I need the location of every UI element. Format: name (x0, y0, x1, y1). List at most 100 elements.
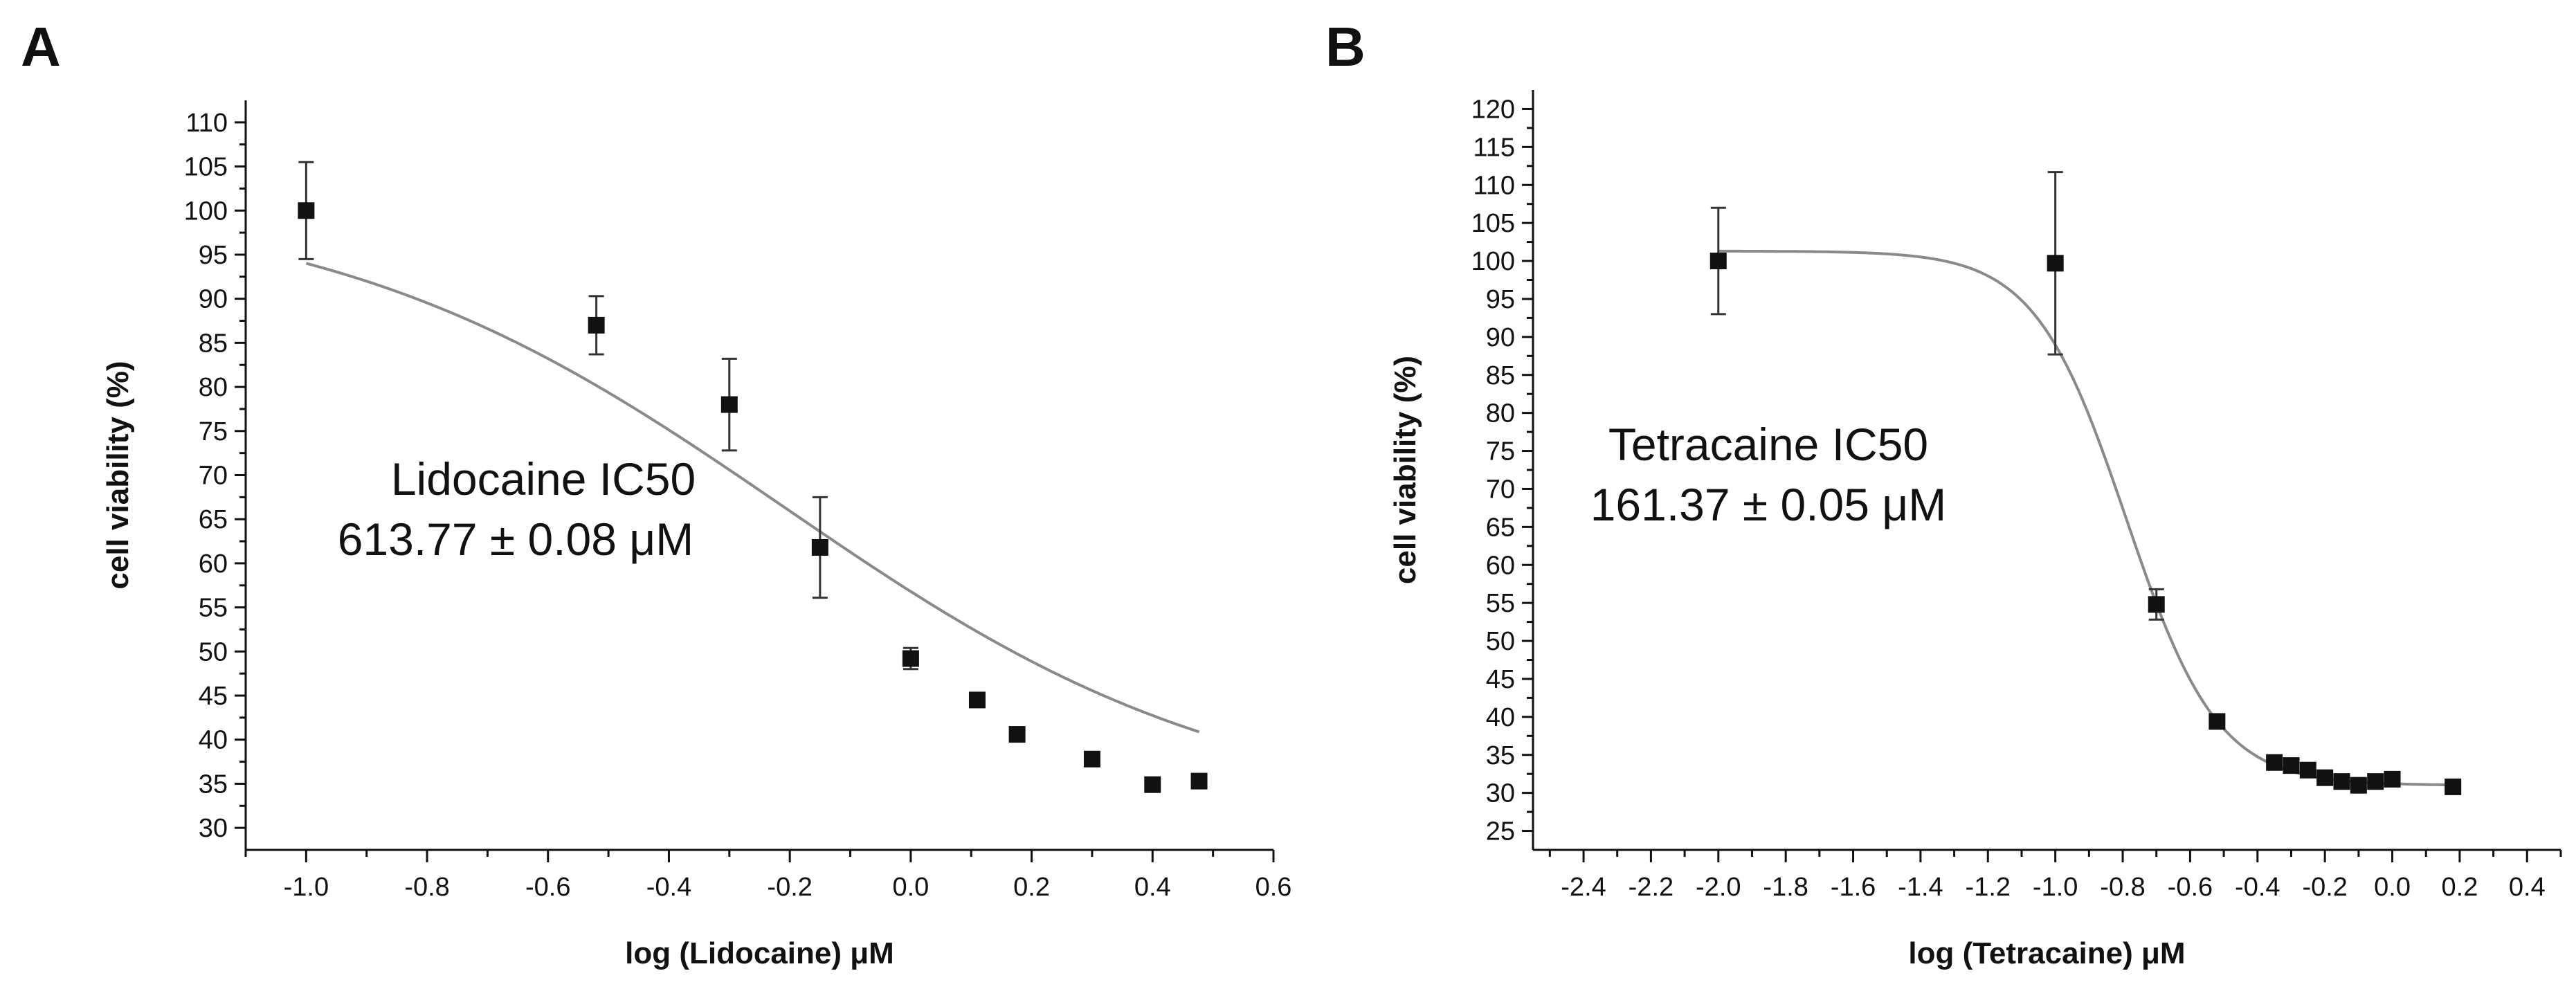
y-tick-label: 30 (1486, 779, 1515, 808)
y-tick-label: 25 (1486, 817, 1515, 846)
y-tick-label: 60 (199, 550, 228, 579)
y-tick-label: 80 (199, 373, 228, 402)
data-point (2283, 757, 2300, 774)
square-marker (298, 202, 315, 219)
panel-b-annotation-line-2: 161.37 ± 0.05 μM (1590, 479, 1947, 530)
panel-b-chart: B 25 30 35 40 45 50 55 60 65 70 75 80 85 90 95 100 105 11… (1325, 16, 2562, 970)
panel-a-chart: A 3035404550556065707580859095100105110 … (21, 16, 1291, 970)
panel-b-x-ticks: -2.4 -2.2 -2.0 -1.8 -1.6 -1.4 -1.2 -1.0 -0.8 -0.6… (1548, 850, 2562, 902)
square-marker (2266, 754, 2283, 771)
data-point (1144, 776, 1161, 793)
square-marker (2384, 770, 2401, 788)
data-point (2208, 713, 2226, 730)
y-tick-label: 70 (1486, 475, 1515, 504)
panel-a-annotation-line-2: 613.77 ± 0.08 μM (338, 514, 694, 565)
x-tick-label: 0.2 (1013, 873, 1050, 902)
x-tick-label: -2.2 (1629, 873, 1674, 902)
panel-a-x-axis-title: log (Lidocaine) μM (625, 936, 894, 970)
y-tick-label: 120 (1471, 95, 1515, 124)
x-tick-label: -1.4 (1898, 873, 1943, 902)
y-tick-label: 105 (184, 153, 228, 182)
x-tick-label: -2.4 (1561, 873, 1606, 902)
square-marker (2047, 255, 2064, 272)
x-tick-label: -1.0 (2033, 873, 2078, 902)
data-point (1083, 750, 1100, 768)
x-tick-label: 0.0 (2374, 873, 2411, 902)
y-tick-label: 90 (1486, 323, 1515, 352)
y-tick-label: 75 (199, 417, 228, 446)
data-point (1008, 726, 1026, 743)
y-tick-label: 95 (199, 241, 228, 270)
x-tick-label: 0.0 (892, 873, 929, 902)
y-tick-label: 90 (199, 285, 228, 314)
x-tick-label: 0.6 (1255, 873, 1292, 902)
y-tick-label: 45 (199, 682, 228, 711)
panel-b-x-axis-title: log (Tetracaine) μM (1908, 936, 2185, 970)
square-marker (1190, 772, 1208, 790)
square-marker (2445, 778, 2462, 795)
x-tick-label: -1.0 (284, 873, 329, 902)
x-tick-label: -2.0 (1696, 873, 1741, 902)
y-tick-label: 30 (199, 814, 228, 843)
data-point (2047, 171, 2064, 356)
panel-a-annotation-line-1: Lidocaine IC50 (391, 453, 696, 505)
square-marker (2208, 713, 2226, 730)
y-tick-label: 85 (1486, 361, 1515, 390)
y-tick-label: 55 (199, 594, 228, 623)
data-point (2384, 770, 2401, 788)
y-tick-label: 50 (1486, 627, 1515, 656)
data-point (811, 496, 828, 599)
panel-b-data-points (1709, 171, 2462, 795)
x-tick-label: -0.4 (646, 873, 691, 902)
x-tick-label: -0.2 (2302, 873, 2347, 902)
data-point (902, 646, 919, 671)
data-point (2333, 773, 2350, 790)
data-point (2367, 773, 2384, 790)
data-point (2316, 769, 2334, 786)
x-tick-label: -0.6 (2168, 873, 2213, 902)
y-tick-label: 40 (199, 726, 228, 755)
x-tick-label: 0.2 (2442, 873, 2478, 902)
square-marker (2333, 773, 2350, 790)
square-marker (2367, 773, 2384, 790)
y-tick-label: 110 (1473, 171, 1515, 200)
data-point (968, 691, 986, 709)
x-tick-label: -1.6 (1831, 873, 1876, 902)
square-marker (811, 538, 828, 556)
y-tick-label: 100 (1471, 247, 1515, 276)
panel-b-annotation-line-1: Tetracaine IC50 (1608, 419, 1928, 470)
panel-b-y-ticks: 25 30 35 40 45 50 55 60 65 70 75 80 85 90 95 100 105 110 1… (1471, 95, 1533, 846)
square-marker (902, 650, 919, 667)
panel-a-y-axis-title: cell viability (%) (101, 361, 135, 589)
panel-a-y-ticks: 30 35 40 45 50 55 60 65 70 75 80 85 90 95 100 105 110 (184, 109, 246, 843)
y-tick-label: 80 (1486, 399, 1515, 428)
data-point (2350, 777, 2367, 794)
y-tick-label: 65 (199, 505, 228, 534)
data-point (720, 357, 738, 452)
x-tick-label: -0.4 (2235, 873, 2280, 902)
data-point (1190, 772, 1208, 790)
data-point (1709, 206, 1727, 316)
y-tick-label: 95 (1486, 285, 1515, 314)
y-tick-label: 65 (1486, 513, 1515, 542)
x-tick-label: 0.4 (1134, 873, 1171, 902)
panel-b-y-axis-title: cell viability (%) (1388, 356, 1422, 584)
x-tick-label: -0.8 (2100, 873, 2145, 902)
square-marker (2316, 769, 2334, 786)
y-tick-label: 50 (199, 637, 228, 666)
y-tick-label: 35 (199, 770, 228, 799)
square-marker (1709, 253, 1727, 270)
panel-a-letter: A (21, 16, 61, 78)
square-marker (1144, 776, 1161, 793)
x-tick-label: -0.8 (404, 873, 449, 902)
x-tick-label: -1.8 (1763, 873, 1808, 902)
data-point (2148, 588, 2165, 621)
square-marker (720, 396, 738, 413)
y-tick-label: 75 (1486, 437, 1515, 466)
y-tick-label: 100 (184, 197, 228, 226)
data-point (2266, 754, 2283, 771)
y-tick-label: 60 (1486, 551, 1515, 580)
panel-b-letter: B (1325, 16, 1366, 78)
square-marker (968, 691, 986, 709)
